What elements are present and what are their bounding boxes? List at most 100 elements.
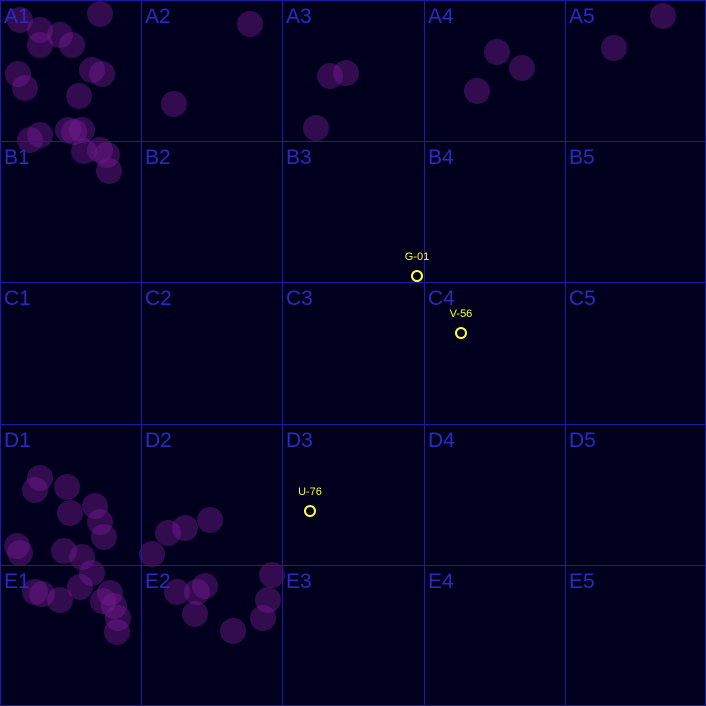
cell-label-c5: C5 — [569, 287, 596, 310]
cell-label-d4: D4 — [428, 429, 455, 452]
cell-label-c2: C2 — [145, 287, 172, 310]
blob — [22, 579, 48, 605]
marker-ring[interactable] — [411, 270, 423, 282]
blob-layer — [4, 1, 676, 645]
blob — [22, 477, 48, 503]
blob — [27, 32, 53, 58]
blob — [96, 158, 122, 184]
blob — [47, 587, 73, 613]
cell-label-c4: C4 — [428, 287, 455, 310]
blob — [87, 137, 113, 163]
blob — [12, 75, 38, 101]
blob — [259, 562, 285, 588]
blob — [59, 32, 85, 58]
cell-label-a5: A5 — [569, 5, 595, 28]
marker-v-56[interactable]: V-56 — [450, 308, 473, 339]
blob — [317, 63, 343, 89]
blob — [17, 127, 43, 153]
blob — [71, 138, 97, 164]
blob — [333, 60, 359, 86]
blob — [172, 515, 198, 541]
cell-label-a4: A4 — [428, 5, 454, 28]
blob — [161, 91, 187, 117]
blob — [184, 579, 210, 605]
cell-label-a2: A2 — [145, 5, 171, 28]
blob — [7, 540, 33, 566]
marker-label: V-56 — [450, 308, 473, 320]
blob — [27, 17, 53, 43]
cell-label-b4: B4 — [428, 146, 454, 169]
blob — [5, 61, 31, 87]
blob — [69, 117, 95, 143]
blob — [82, 493, 108, 519]
cell-label-b1: B1 — [4, 146, 30, 169]
blob — [29, 581, 55, 607]
blob — [7, 7, 33, 33]
blob — [650, 3, 676, 29]
blob — [79, 57, 105, 83]
blob — [90, 588, 116, 614]
cell-label-c3: C3 — [286, 287, 313, 310]
cell-label-e2: E2 — [145, 570, 171, 593]
blob — [105, 605, 131, 631]
blob — [61, 119, 87, 145]
marker-layer[interactable]: G-01 V-56 U-76 — [298, 251, 473, 517]
marker-ring[interactable] — [455, 327, 467, 339]
blob — [104, 619, 130, 645]
marker-label: G-01 — [405, 251, 429, 263]
cell-label-e3: E3 — [286, 570, 312, 593]
blob — [51, 538, 77, 564]
blob — [164, 579, 190, 605]
blob — [464, 78, 490, 104]
cell-label-d2: D2 — [145, 429, 172, 452]
blob — [237, 11, 263, 37]
blob — [27, 122, 53, 148]
blob — [54, 474, 80, 500]
blob — [303, 115, 329, 141]
cell-label-b2: B2 — [145, 146, 171, 169]
blob — [66, 83, 92, 109]
cell-labels: A1 A2 A3 A4 A5 B1 B2 B3 B4 B5 C1 C2 C3 C4 C5 D1 D2 D3 D4 D5… — [4, 5, 596, 593]
blob — [182, 601, 208, 627]
blob — [55, 117, 81, 143]
blob — [47, 22, 73, 48]
cell-label-d5: D5 — [569, 429, 596, 452]
cell-label-e1: E1 — [4, 570, 30, 593]
cell-label-e4: E4 — [428, 570, 454, 593]
cell-label-b5: B5 — [569, 146, 595, 169]
blob — [79, 560, 105, 586]
blob — [250, 605, 276, 631]
blob — [509, 55, 535, 81]
blob — [192, 573, 218, 599]
marker-ring[interactable] — [304, 505, 316, 517]
blob — [27, 465, 53, 491]
blob — [57, 500, 83, 526]
marker-g-01[interactable]: G-01 — [405, 251, 429, 282]
cell-label-e5: E5 — [569, 570, 595, 593]
cell-label-d1: D1 — [4, 429, 31, 452]
cell-label-d3: D3 — [286, 429, 313, 452]
blob — [87, 509, 113, 535]
blob — [101, 593, 127, 619]
blob — [601, 35, 627, 61]
blob — [155, 520, 181, 546]
blob — [69, 544, 95, 570]
marker-label: U-76 — [298, 486, 322, 498]
blob — [197, 507, 223, 533]
blob — [255, 587, 281, 613]
cell-label-c1: C1 — [4, 287, 31, 310]
blob — [484, 39, 510, 65]
cell-label-a1: A1 — [4, 5, 30, 28]
blob — [67, 574, 93, 600]
blob — [94, 142, 120, 168]
cell-label-a3: A3 — [286, 5, 312, 28]
blob — [89, 61, 115, 87]
blob — [139, 541, 165, 567]
marker-u-76[interactable]: U-76 — [298, 486, 322, 517]
blob — [4, 533, 30, 559]
blob — [220, 618, 246, 644]
cell-label-b3: B3 — [286, 146, 312, 169]
blob — [87, 1, 113, 27]
